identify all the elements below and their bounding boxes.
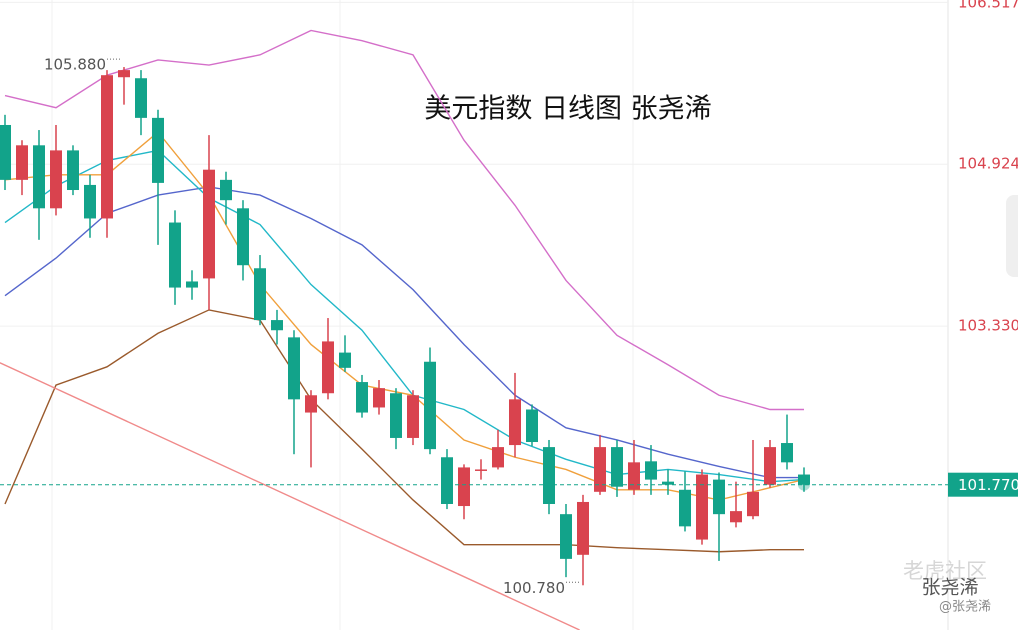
- watermark: @张尧浠: [939, 600, 991, 615]
- watermark: 老虎社区: [903, 559, 987, 583]
- candle-body: [118, 70, 130, 78]
- candle-body: [475, 469, 487, 471]
- indicator-line: [4, 29, 804, 411]
- candle-body: [322, 341, 334, 394]
- candle-body: [0, 124, 11, 180]
- candle-body: [67, 150, 79, 191]
- candle-body: [458, 467, 470, 507]
- candle-body: [645, 461, 657, 480]
- last-price-box: [948, 472, 1018, 497]
- candle-body: [441, 457, 453, 504]
- candle-body: [16, 145, 28, 180]
- candle-body: [305, 395, 317, 413]
- candle-body: [84, 184, 96, 219]
- candle-body: [696, 474, 708, 540]
- indicator-line: [0, 362, 580, 630]
- candle-body: [798, 474, 810, 485]
- indicator-line: [4, 309, 804, 553]
- last-price-label: 101.770: [958, 476, 1018, 494]
- indicator-line: [4, 186, 804, 479]
- candle-body: [577, 501, 589, 555]
- candle-body: [135, 78, 147, 118]
- candle-body: [237, 208, 249, 266]
- side-handle: [1006, 195, 1018, 277]
- candle-body: [220, 179, 232, 201]
- candle-body: [509, 399, 521, 446]
- candle-body: [373, 388, 385, 408]
- candle-body: [662, 481, 674, 485]
- candle-body: [424, 361, 436, 450]
- candle-body: [339, 352, 351, 368]
- candle-body: [492, 447, 504, 468]
- last-price-dot: [798, 478, 810, 491]
- candle-body: [271, 320, 283, 331]
- candle-body: [152, 117, 164, 183]
- candle-body: [730, 511, 742, 523]
- candle-body: [713, 479, 725, 515]
- y-tick-label: 104.924: [958, 155, 1018, 173]
- candle-body: [628, 462, 640, 490]
- chart-title: 美元指数 日线图 张尧浠: [424, 94, 711, 125]
- annotation-label: 105.880: [44, 56, 106, 74]
- y-tick-label: 106.517: [958, 0, 1018, 12]
- candle-body: [560, 514, 572, 559]
- candle-body: [203, 169, 215, 279]
- candle-body: [747, 491, 759, 517]
- candle-body: [594, 447, 606, 492]
- indicator-line: [4, 149, 805, 483]
- candle-body: [254, 268, 266, 321]
- candle-body: [526, 409, 538, 443]
- annotation-label: 100.780: [503, 579, 565, 597]
- candle-body: [288, 337, 300, 400]
- y-tick-label: 103.330: [958, 317, 1018, 335]
- candle-body: [407, 395, 419, 438]
- candle-body: [356, 382, 368, 413]
- candle-body: [33, 145, 45, 209]
- candle-body: [390, 393, 402, 438]
- candle-body: [781, 443, 793, 463]
- candle-body: [679, 489, 691, 527]
- candle-body: [764, 447, 776, 485]
- candle-body: [543, 447, 555, 504]
- candle-body: [186, 281, 198, 288]
- candle-body: [169, 222, 181, 288]
- candle-body: [50, 150, 62, 209]
- candle-body: [101, 75, 113, 219]
- indicator-line: [4, 131, 805, 501]
- watermark: 张尧浠: [921, 577, 978, 599]
- candle-body: [611, 447, 623, 487]
